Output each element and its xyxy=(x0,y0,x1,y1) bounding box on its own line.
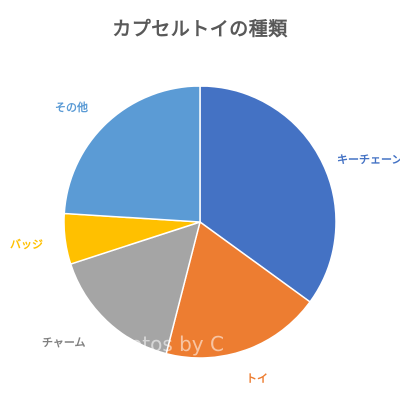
slice-label-1: キーチェーン xyxy=(337,153,400,166)
pie-slice-1 xyxy=(199,85,337,303)
pie-slice-3 xyxy=(69,220,202,355)
pie-slice-5 xyxy=(63,85,201,223)
pie-slice-2 xyxy=(165,220,312,359)
slice-label-3: チャーム xyxy=(42,336,86,349)
slice-label-4: バッジ xyxy=(10,238,43,251)
slice-label-5: その他 xyxy=(55,100,88,114)
chart-title: カプセルトイの種類 xyxy=(112,18,288,40)
slice-label-2: トイ xyxy=(246,372,268,385)
